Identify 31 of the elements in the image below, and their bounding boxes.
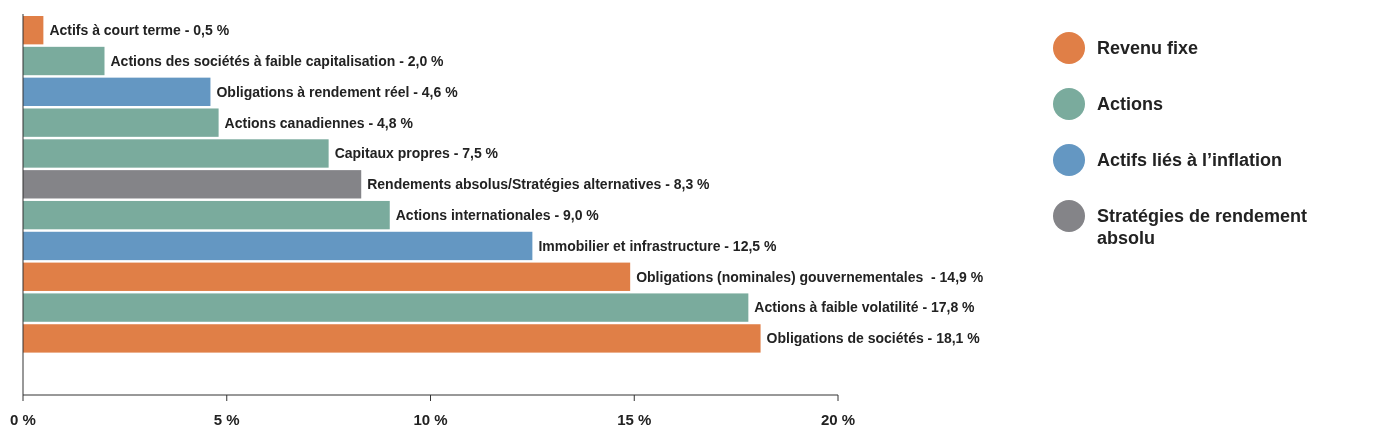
- bar: [23, 46, 105, 76]
- legend-label: Revenu fixe: [1097, 38, 1199, 58]
- bar: [23, 262, 631, 291]
- y-tick-label: Immobilier et infrastructure - 12,5 %: [538, 237, 777, 254]
- legend-label: Actions: [1097, 94, 1164, 114]
- legend-label: Actifs liés à l’inflation: [1097, 150, 1283, 170]
- bar: [23, 231, 533, 261]
- bar: [23, 77, 211, 107]
- x-tick-label: 0 %: [10, 411, 36, 428]
- y-tick-label: Obligations de sociétés - 18,1 %: [766, 330, 981, 347]
- bar: [23, 108, 219, 137]
- x-tick-label: 20 %: [820, 411, 856, 428]
- bar: [23, 293, 749, 322]
- y-tick-label: Obligations (nominales) gouvernementales - 14,9 %: [636, 268, 984, 285]
- bar: [23, 16, 44, 45]
- y-tick-label: Obligations à rendement réel - 4,6 %: [216, 83, 459, 100]
- y-tick-label: Actifs à court terme - 0,5 %: [49, 22, 230, 39]
- bar: [23, 139, 329, 168]
- bar: [23, 324, 761, 353]
- legend-label: Stratégies de rendement absolu: [1097, 206, 1308, 248]
- y-tick-label: Actions internationales - 9,0 %: [395, 207, 600, 224]
- bar: [23, 170, 362, 199]
- y-tick-label: Actions à faible volatilité - 17,8 %: [754, 299, 976, 316]
- x-tick-label: 15 %: [617, 411, 652, 428]
- y-tick-label: Actions des sociétés à faible capitalisation - 2,0 %: [110, 52, 445, 69]
- bar: [23, 200, 390, 230]
- y-tick-label: Actions canadiennes - 4,8 %: [224, 114, 414, 131]
- x-tick-label: 5 %: [213, 411, 240, 428]
- x-tick-label: 10 %: [413, 411, 448, 428]
- y-tick-label: Capitaux propres - 7,5 %: [334, 145, 499, 162]
- y-tick-label: Rendements absolus/Stratégies alternatives - 8,3 %: [367, 176, 711, 193]
